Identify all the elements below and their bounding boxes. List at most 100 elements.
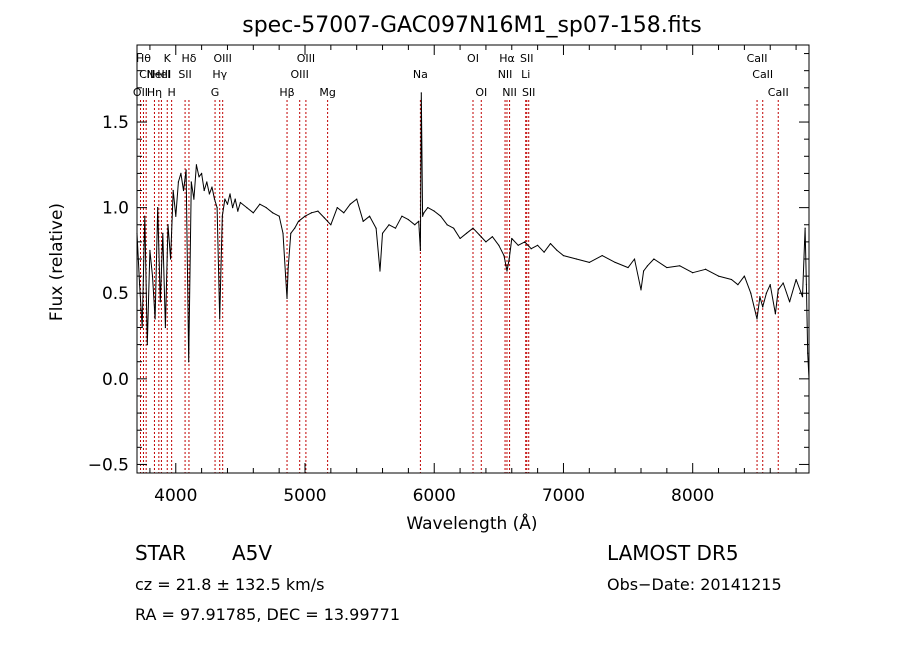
- object-type: STAR: [135, 541, 186, 565]
- x-tick-label-4: 8000: [671, 486, 714, 506]
- data-point-18: [182, 189, 185, 192]
- line-marker-label-3: Hη: [147, 86, 162, 99]
- data-point-30: [213, 198, 216, 200]
- line-marker-label-17: Na: [413, 68, 428, 81]
- data-point-59: [336, 207, 338, 209]
- data-point-58: [330, 224, 332, 226]
- line-marker-label-4: NeIII: [146, 68, 171, 81]
- data-point-105: [614, 261, 616, 264]
- data-point-66: [379, 270, 381, 272]
- line-marker-label-19: OI: [475, 86, 487, 99]
- line-marker-label-1: Hθ: [136, 52, 151, 65]
- spectrum-plot: [136, 92, 810, 380]
- data-point-109: [642, 270, 645, 272]
- data-point-132: [804, 227, 806, 229]
- data-point-3: [144, 215, 146, 217]
- data-point-32: [219, 318, 221, 320]
- data-point-80: [440, 215, 442, 217]
- data-point-38: [234, 198, 236, 200]
- data-point-71: [407, 219, 409, 221]
- data-point-21: [190, 181, 192, 183]
- data-point-17: [180, 172, 182, 174]
- data-point-65: [375, 227, 377, 229]
- line-marker-label-27: CaII: [752, 68, 773, 81]
- data-point-22: [193, 198, 195, 200]
- data-point-45: [272, 212, 274, 214]
- data-point-128: [782, 282, 784, 284]
- data-point-63: [362, 220, 364, 222]
- data-point-47: [282, 232, 284, 234]
- data-point-15: [175, 215, 177, 217]
- data-point-61: [349, 203, 351, 205]
- data-point-127: [777, 289, 779, 291]
- spectral-subclass: A5V: [232, 541, 272, 565]
- data-point-14: [172, 189, 174, 192]
- data-point-27: [206, 181, 208, 183]
- data-point-123: [762, 306, 764, 308]
- data-point-62: [356, 198, 358, 200]
- line-marker-label-14: OIII: [291, 68, 309, 81]
- y-tick-label-1: 0.0: [102, 370, 129, 390]
- data-point-91: [506, 270, 508, 272]
- data-point-83: [459, 237, 461, 240]
- data-point-34: [224, 198, 226, 200]
- data-point-101: [562, 254, 565, 257]
- line-marker-label-15: OIII: [297, 52, 315, 65]
- emission-line-markers: OIIHθCIIHηNeIIIHeIKHSIIHδGHγOIIIHβOIIIOI…: [133, 52, 789, 473]
- data-point-134: [807, 352, 809, 354]
- data-point-120: [750, 292, 752, 294]
- y-tick-label-3: 1.0: [102, 199, 129, 219]
- data-point-40: [239, 201, 241, 204]
- line-marker-label-24: SII: [520, 52, 533, 65]
- data-point-97: [537, 244, 539, 246]
- data-point-108: [640, 289, 642, 291]
- data-point-121: [756, 318, 758, 320]
- line-marker-label-11: Hγ: [212, 68, 227, 81]
- axis-ticks: 4000 5000 6000 7000 8000 −0.5 0.0 0.5 1.0 1.5: [88, 45, 809, 506]
- data-point-88: [491, 236, 493, 238]
- data-point-33: [221, 215, 223, 217]
- data-point-9: [159, 301, 161, 303]
- line-marker-label-18: OI: [467, 52, 479, 65]
- data-point-56: [317, 210, 319, 212]
- data-point-98: [543, 251, 545, 253]
- data-point-19: [185, 169, 187, 171]
- data-point-1: [138, 284, 141, 286]
- data-point-50: [287, 266, 289, 269]
- data-point-133: [805, 284, 808, 286]
- data-point-119: [743, 275, 745, 277]
- data-point-24: [198, 176, 200, 178]
- line-marker-label-2: CII: [139, 68, 153, 81]
- data-point-44: [265, 207, 267, 209]
- data-point-54: [304, 215, 306, 217]
- data-point-41: [246, 207, 248, 209]
- data-point-93: [511, 237, 513, 240]
- data-point-95: [524, 241, 526, 243]
- data-point-87: [485, 241, 487, 243]
- chart-title: spec-57007-GAC097N16M1_sp07-158.fits: [242, 13, 702, 38]
- spectrum-line: [136, 92, 810, 379]
- data-point-70: [401, 215, 403, 217]
- x-tick-label-1: 5000: [283, 486, 326, 506]
- data-point-28: [208, 193, 210, 195]
- data-point-12: [167, 224, 169, 226]
- data-point-85: [472, 227, 474, 229]
- data-point-49: [286, 297, 288, 299]
- data-point-72: [414, 224, 416, 226]
- data-point-37: [232, 207, 234, 209]
- data-point-73: [418, 220, 420, 222]
- data-point-20: [188, 361, 190, 363]
- data-point-115: [705, 268, 707, 270]
- line-marker-label-5: HeI: [152, 68, 170, 81]
- data-point-36: [229, 193, 231, 195]
- line-marker-label-22: NII: [502, 86, 517, 99]
- data-point-82: [453, 227, 455, 229]
- line-marker-label-13: Hβ: [279, 86, 294, 99]
- data-point-75: [420, 92, 422, 94]
- data-point-112: [666, 266, 668, 269]
- data-point-84: [465, 232, 468, 234]
- data-point-124: [765, 292, 767, 294]
- data-point-23: [195, 164, 198, 166]
- line-marker-label-9: Hδ: [181, 52, 196, 65]
